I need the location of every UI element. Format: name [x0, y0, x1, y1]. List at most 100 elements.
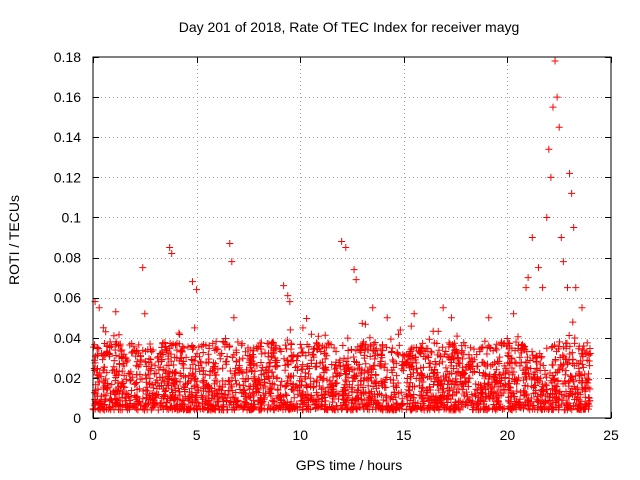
data-point: [231, 376, 239, 384]
data-point: [232, 380, 240, 388]
data-point: [478, 358, 486, 366]
data-point: [91, 356, 99, 364]
data-point: [428, 349, 436, 357]
data-point: [94, 374, 102, 382]
data-point: [477, 344, 485, 352]
data-point: [287, 372, 295, 380]
data-point: [389, 395, 397, 403]
data-point: [377, 357, 385, 365]
data-point: [321, 365, 329, 373]
data-point: [256, 339, 264, 347]
data-point: [398, 365, 406, 373]
data-point: [278, 398, 286, 406]
data-point: [258, 350, 266, 358]
data-point: [342, 369, 350, 377]
data-point: [570, 223, 578, 231]
data-point: [532, 358, 540, 366]
data-point: [528, 375, 536, 383]
data-point: [352, 396, 360, 404]
data-point: [439, 343, 447, 351]
data-point: [161, 391, 169, 399]
data-point: [223, 353, 231, 361]
data-point: [427, 375, 435, 383]
data-point: [92, 390, 100, 398]
data-point: [430, 339, 438, 347]
data-point: [501, 381, 509, 389]
data-point: [521, 401, 529, 409]
data-point: [342, 244, 350, 252]
data-point: [247, 406, 255, 414]
data-point: [557, 361, 565, 369]
data-point: [154, 379, 162, 387]
data-point: [579, 363, 587, 371]
data-point: [582, 401, 590, 409]
y-tick-label: 0.06: [54, 290, 81, 306]
data-point: [194, 383, 202, 391]
data-point: [102, 375, 110, 383]
data-point: [540, 399, 548, 407]
data-point: [252, 379, 260, 387]
data-point: [305, 365, 313, 373]
data-point: [377, 377, 385, 385]
data-point: [524, 396, 532, 404]
data-point: [307, 330, 315, 338]
data-point: [317, 392, 325, 400]
data-point: [416, 349, 424, 357]
data-point: [445, 376, 453, 384]
data-point: [250, 373, 258, 381]
data-point: [180, 382, 188, 390]
data-point: [175, 340, 183, 348]
data-point: [120, 362, 128, 370]
data-point: [547, 173, 555, 181]
data-point: [453, 347, 461, 355]
data-point: [159, 376, 167, 384]
data-point: [310, 353, 318, 361]
data-point: [485, 314, 493, 322]
data-point: [378, 351, 386, 359]
data-point: [565, 331, 573, 339]
data-point: [401, 352, 409, 360]
data-point: [332, 380, 340, 388]
data-point: [490, 401, 498, 409]
data-point: [224, 386, 232, 394]
data-point: [432, 392, 440, 400]
data-point: [232, 346, 240, 354]
axis-ticks: 0 0.02 0.04 0.06 0.08 0.1 0.12 0.14 0.16 0.18 0 5 10…: [54, 49, 619, 443]
data-point: [439, 385, 447, 393]
data-point: [577, 379, 585, 387]
data-point: [168, 369, 176, 377]
data-point: [274, 385, 282, 393]
data-point: [440, 393, 448, 401]
data-point: [419, 384, 427, 392]
data-point: [134, 349, 142, 357]
data-point: [445, 384, 453, 392]
data-point: [146, 340, 154, 348]
data-point: [294, 352, 302, 360]
data-point: [279, 403, 287, 411]
data-point: [382, 383, 390, 391]
data-point: [111, 389, 119, 397]
data-point: [578, 384, 586, 392]
data-point: [167, 357, 175, 365]
data-point: [250, 392, 258, 400]
data-point: [137, 401, 145, 409]
data-point: [228, 405, 236, 413]
data-point: [555, 389, 563, 397]
data-point: [371, 351, 379, 359]
data-point: [569, 318, 577, 326]
data-point: [234, 401, 242, 409]
data-point: [280, 282, 288, 290]
data-point: [231, 369, 239, 377]
data-point: [442, 364, 450, 372]
data-point: [280, 355, 288, 363]
data-point: [151, 362, 159, 370]
data-point: [106, 343, 114, 351]
data-point: [192, 388, 200, 396]
data-point: [112, 308, 120, 316]
data-point: [550, 405, 558, 413]
data-point: [340, 386, 348, 394]
data-point: [110, 366, 118, 374]
data-point: [237, 368, 245, 376]
data-point: [333, 379, 341, 387]
data-point: [371, 339, 379, 346]
